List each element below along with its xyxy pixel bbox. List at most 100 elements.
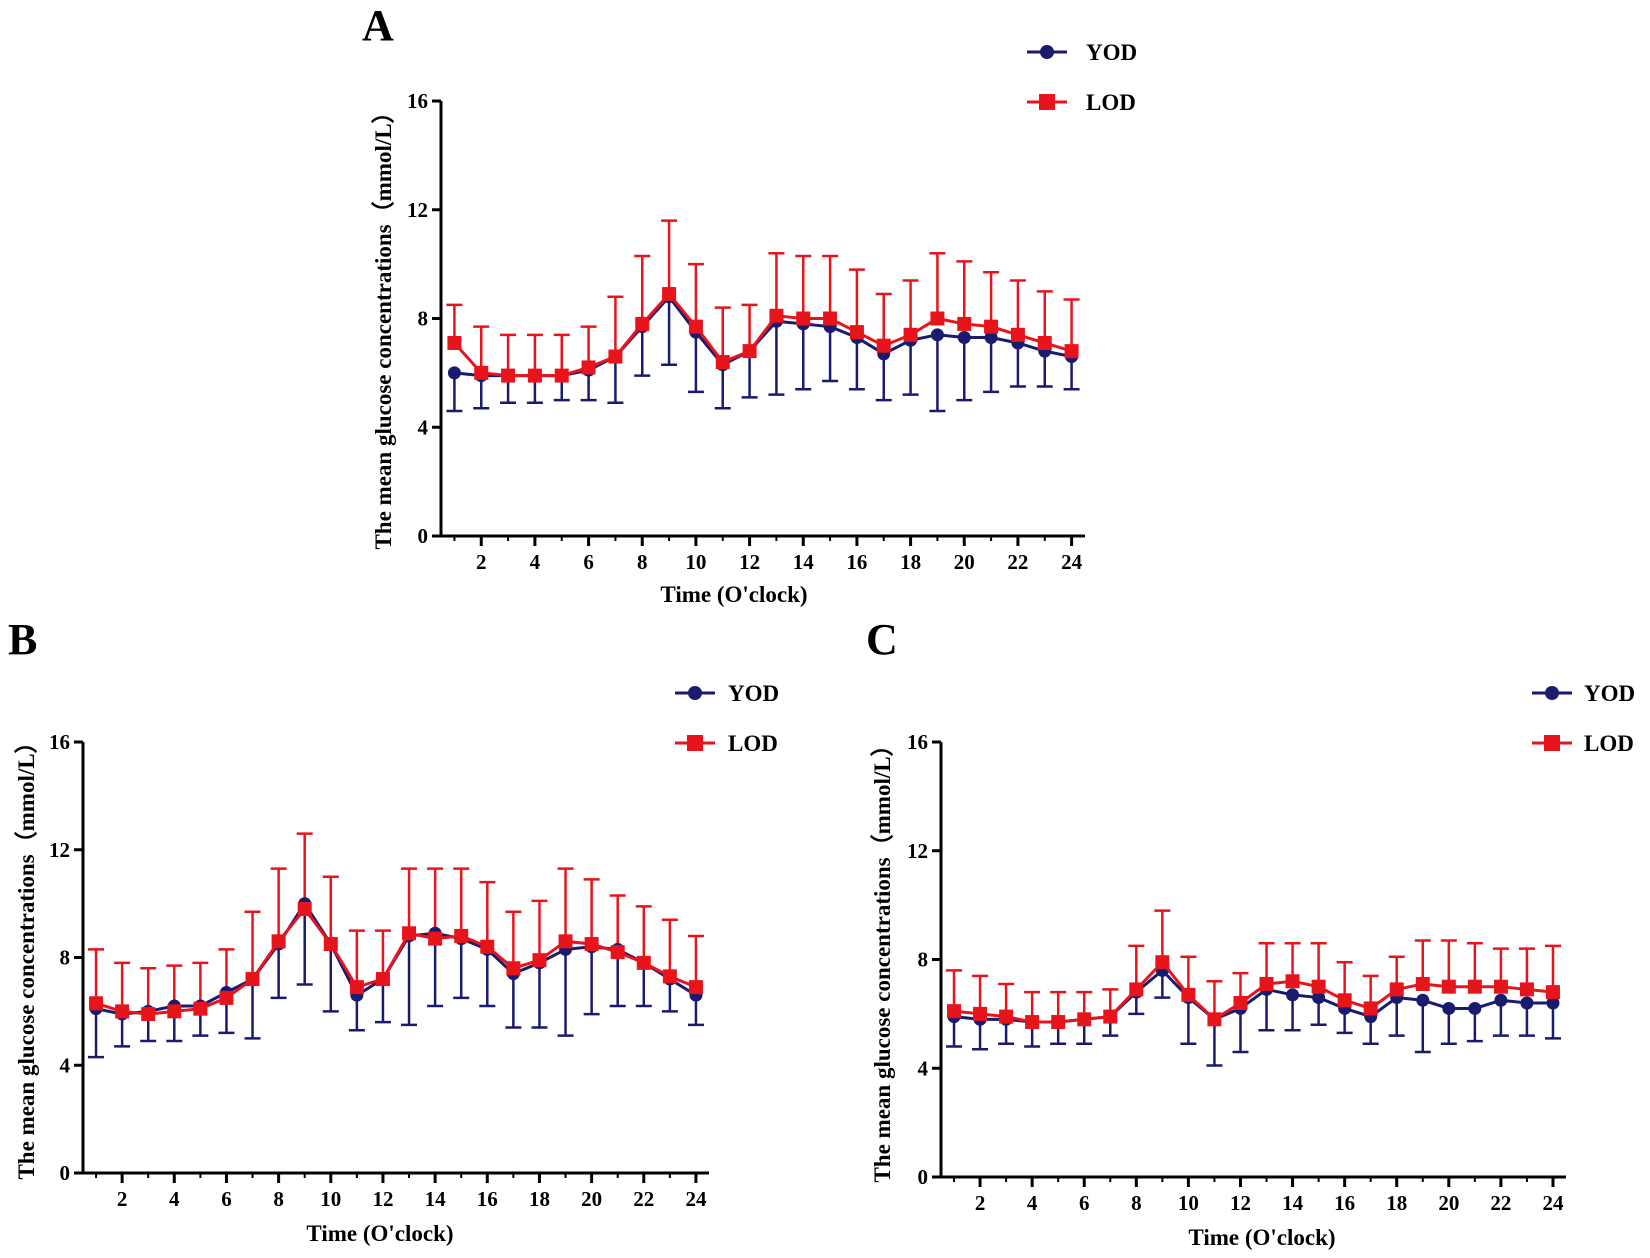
- lod-point: [1337, 993, 1352, 1008]
- x-tick-label: 22: [633, 1187, 654, 1211]
- lod-point: [506, 961, 521, 976]
- y-axis-title: The mean glucose concentrations（mmol/L）: [13, 730, 39, 1179]
- y-tick-label: 0: [418, 524, 429, 548]
- y-tick-label: 4: [60, 1053, 71, 1077]
- lod-point: [89, 996, 104, 1011]
- legend-yod-marker: [1545, 686, 1559, 700]
- x-tick-label: 6: [1079, 1191, 1090, 1215]
- lod-point: [796, 311, 811, 326]
- lod-point: [688, 980, 703, 995]
- x-tick-label: 8: [637, 550, 648, 574]
- lod-point: [480, 939, 495, 954]
- lod-point: [1493, 979, 1508, 994]
- lod-point: [1010, 327, 1025, 342]
- lod-point: [1415, 976, 1430, 991]
- legend-yod-label: YOD: [1584, 681, 1635, 706]
- lod-point: [1103, 1009, 1118, 1024]
- lod-point: [610, 945, 625, 960]
- x-tick-label: 16: [1334, 1191, 1355, 1215]
- x-tick-label: 10: [685, 550, 706, 574]
- x-axis-title: Time (O'clock): [1188, 1225, 1335, 1250]
- x-tick-label: 24: [685, 1187, 707, 1211]
- lod-point: [1285, 974, 1300, 989]
- lod-point: [1051, 1015, 1066, 1030]
- lod-point: [1519, 982, 1534, 997]
- y-tick-label: 12: [407, 198, 428, 222]
- lod-point: [428, 931, 443, 946]
- lod-point: [876, 338, 891, 353]
- x-tick-label: 4: [1027, 1191, 1038, 1215]
- lod-point: [558, 934, 573, 949]
- x-tick-label: 14: [1282, 1191, 1304, 1215]
- lod-point: [219, 990, 234, 1005]
- y-axis-title: The mean glucose concentrations（mmol/L）: [869, 733, 895, 1182]
- x-tick-label: 14: [793, 550, 815, 574]
- legend-lod-label: LOD: [1086, 90, 1136, 115]
- panel-letter: A: [362, 1, 394, 50]
- lod-point: [375, 972, 390, 987]
- yod-point: [1416, 993, 1430, 1007]
- lod-point: [402, 926, 417, 941]
- y-axis-title: The mean glucose concentrations（mmol/L）: [370, 100, 396, 549]
- lod-point: [1259, 976, 1274, 991]
- yod-point: [447, 366, 461, 380]
- lod-point: [323, 937, 338, 952]
- lod-point: [1064, 344, 1079, 359]
- lod-point: [584, 937, 599, 952]
- lod-point: [447, 335, 462, 350]
- lod-point: [297, 902, 312, 917]
- legend-yod-label: YOD: [1086, 40, 1137, 65]
- lod-point: [1467, 979, 1482, 994]
- lod-point: [1233, 996, 1248, 1010]
- y-tick-label: 8: [918, 948, 929, 972]
- yod-point: [1546, 996, 1560, 1010]
- legend-lod-label: LOD: [1584, 731, 1634, 756]
- y-tick-label: 16: [907, 730, 928, 754]
- lod-point: [769, 308, 784, 323]
- lod-point: [662, 287, 677, 302]
- panel-b: B YOD LOD Time (O'clock) The mean glucos…: [8, 615, 779, 1246]
- lod-point: [167, 1004, 182, 1019]
- x-tick-label: 18: [900, 550, 921, 574]
- lod-point: [1363, 1001, 1378, 1016]
- x-tick-label: 14: [425, 1187, 447, 1211]
- x-tick-label: 2: [476, 550, 487, 574]
- lod-point: [141, 1007, 156, 1022]
- panel-letter: B: [8, 615, 37, 664]
- x-tick-label: 4: [530, 550, 541, 574]
- lod-point: [1077, 1012, 1092, 1027]
- lod-point: [115, 1004, 130, 1019]
- lod-point: [1311, 979, 1326, 994]
- panel-letter: C: [866, 615, 898, 664]
- lod-point: [635, 316, 650, 331]
- x-tick-label: 2: [975, 1191, 986, 1215]
- y-tick-label: 8: [60, 946, 71, 970]
- x-axis-title: Time (O'clock): [660, 582, 807, 607]
- y-tick-label: 16: [407, 89, 428, 113]
- x-tick-label: 12: [739, 550, 760, 574]
- lod-point: [1037, 335, 1052, 350]
- lod-point: [474, 365, 489, 380]
- lod-point: [1441, 979, 1456, 994]
- legend-lod-marker: [687, 735, 703, 751]
- lod-point: [636, 955, 651, 970]
- x-tick-label: 2: [117, 1187, 128, 1211]
- yod-point: [1520, 996, 1534, 1010]
- x-tick-label: 18: [529, 1187, 550, 1211]
- x-tick-label: 18: [1386, 1191, 1407, 1215]
- x-tick-label: 6: [221, 1187, 232, 1211]
- y-tick-label: 4: [418, 415, 429, 439]
- x-tick-label: 22: [1490, 1191, 1511, 1215]
- y-tick-label: 12: [907, 839, 928, 863]
- lod-point: [662, 969, 677, 984]
- x-tick-label: 8: [1131, 1191, 1142, 1215]
- x-tick-label: 12: [1230, 1191, 1251, 1215]
- x-tick-label: 20: [954, 550, 975, 574]
- lod-point: [581, 360, 596, 375]
- x-tick-label: 24: [1061, 550, 1083, 574]
- lod-point: [527, 368, 542, 383]
